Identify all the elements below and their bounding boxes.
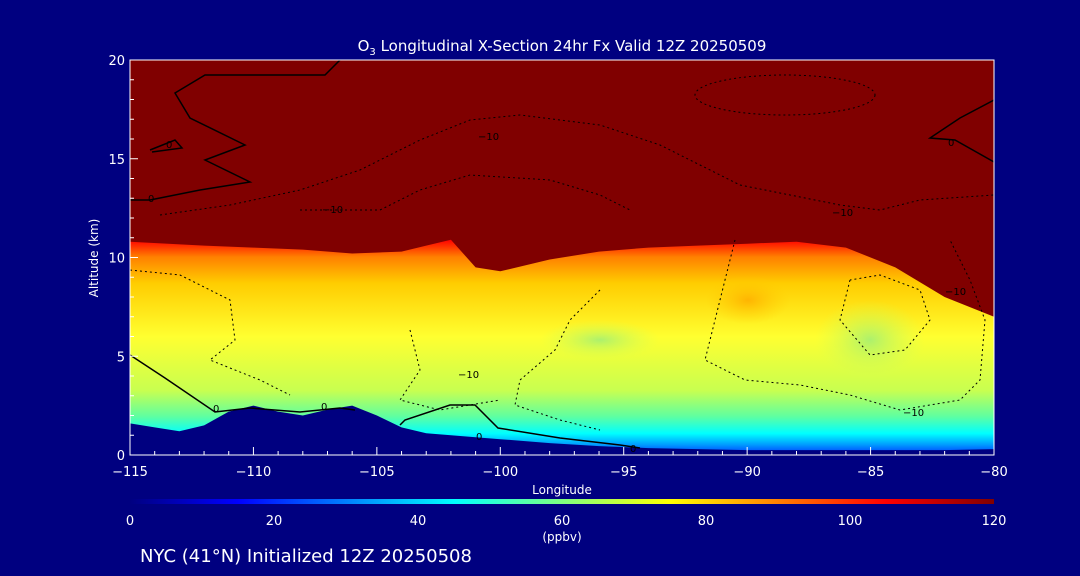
colorbar-tick-label: 20 <box>266 514 283 529</box>
zero-contour-northwest <box>130 60 341 201</box>
terrain <box>130 405 994 455</box>
plot-area: 0 0 0 0 0 0 0 −10 −10 −10 −10 −10 −10 <box>130 60 994 455</box>
contour-label: 0 <box>166 140 172 151</box>
y-tick-label: 20 <box>108 54 125 69</box>
field-green-patch-west <box>540 320 660 360</box>
contour-label: −10 <box>478 132 499 143</box>
contour-label: −10 <box>903 408 924 419</box>
zero-contour-west-boundary <box>130 354 356 413</box>
minus10-contour-west <box>130 269 291 396</box>
contour-labels: 0 0 0 0 0 0 0 −10 −10 −10 −10 −10 −10 <box>148 132 966 455</box>
y-tick-label: 0 <box>117 449 125 464</box>
minus10-contour-east <box>704 239 986 411</box>
y-tick-label: 15 <box>108 153 125 168</box>
y-tick-label: 10 <box>108 252 125 267</box>
y-axis-label: Altitude (km) <box>87 219 101 298</box>
contour-label: 0 <box>630 444 636 455</box>
contour-label: −10 <box>945 287 966 298</box>
colorbar-tick-label: 120 <box>982 514 1007 529</box>
x-axis: −115 −110 −105 −100 −95 −90 −85 −80 <box>112 447 1008 480</box>
colorbar <box>130 499 994 504</box>
title-prefix: O <box>358 37 370 55</box>
x-tick-label: −95 <box>610 465 637 480</box>
contour-label: 0 <box>476 432 482 443</box>
colorbar-ticks: 0 20 40 60 80 100 120 <box>126 514 1007 529</box>
title-subscript: 3 <box>369 47 375 58</box>
colorbar-unit: (ppbv) <box>542 530 581 544</box>
colorbar-tick-label: 60 <box>554 514 571 529</box>
contour-label: −10 <box>832 208 853 219</box>
contour-label: 0 <box>321 402 327 413</box>
contour-lines <box>130 60 994 449</box>
x-tick-label: −90 <box>733 465 760 480</box>
colorbar-tick-label: 40 <box>410 514 427 529</box>
x-tick-label: −105 <box>359 465 395 480</box>
zero-contour-northwest-loop <box>149 139 184 153</box>
zero-contour-northeast <box>927 99 994 163</box>
minus10-contour-oval <box>694 74 876 116</box>
title-rest: Longitudinal X-Section 24hr Fx Valid 12Z… <box>376 37 767 55</box>
contour-label: −10 <box>322 205 343 216</box>
y-tick-label: 5 <box>117 350 125 365</box>
zero-contour-central <box>399 404 641 449</box>
x-tick-label: −110 <box>236 465 272 480</box>
x-tick-label: −80 <box>980 465 1007 480</box>
x-tick-label: −85 <box>857 465 884 480</box>
field-orange-patch <box>706 276 790 324</box>
contour-label: 0 <box>213 404 219 415</box>
x-axis-label: Longitude <box>532 483 592 497</box>
colorbar-tick-label: 100 <box>838 514 863 529</box>
x-tick-label: −100 <box>482 465 518 480</box>
field-green-patch <box>815 300 925 380</box>
contour-label: 0 <box>148 194 154 205</box>
y-axis: 0 5 10 15 20 <box>108 54 138 464</box>
minus10-contour-mid <box>300 174 631 211</box>
chart-title: O3 Longitudinal X-Section 24hr Fx Valid … <box>358 37 767 58</box>
x-tick-label: −115 <box>112 465 148 480</box>
colorbar-tick-label: 80 <box>698 514 715 529</box>
contour-label: −10 <box>458 370 479 381</box>
colorbar-tick-label: 0 <box>126 514 134 529</box>
footer-caption: NYC (41°N) Initialized 12Z 20250508 <box>140 546 472 567</box>
contour-label: 0 <box>948 138 954 149</box>
